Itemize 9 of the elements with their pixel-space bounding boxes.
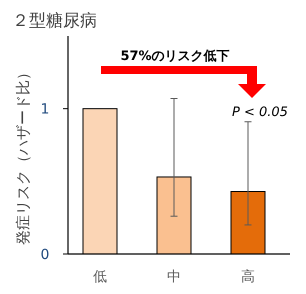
x-tick-label: 高: [241, 269, 255, 285]
chart-title: ２型糖尿病: [12, 11, 97, 31]
x-tick-label: 中: [167, 269, 181, 285]
y-tick-label: 0: [40, 247, 50, 263]
annotation: P < 0.05: [232, 105, 288, 120]
x-tick-label: 低: [93, 269, 107, 285]
y-axis-title: 発症リスク（ハザード比）: [14, 65, 32, 245]
annotation: 57%のリスク低下: [120, 49, 230, 64]
y-tick-label: 1: [40, 102, 50, 118]
